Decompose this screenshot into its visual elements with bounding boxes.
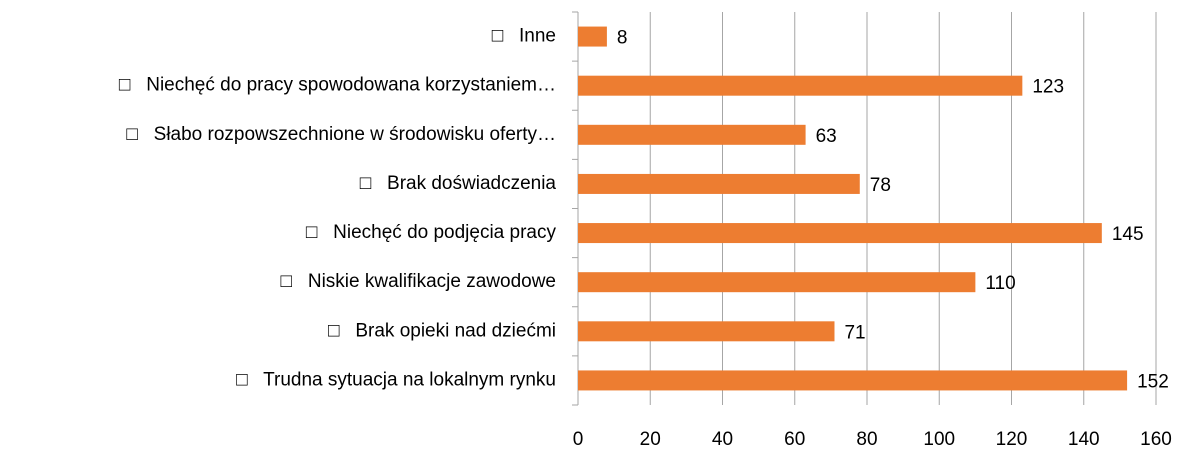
y-tick-label: □ Trudna sytuacja na lokalnym rynku [236,369,556,390]
bar [578,272,976,293]
bar [578,26,607,47]
y-tick-label: □ Słabo rozpowszechnione w środowisku of… [126,124,556,145]
bar [578,321,835,342]
x-tick-label: 120 [996,429,1028,450]
x-tick-label: 100 [923,429,955,450]
data-label: 63 [816,126,837,147]
bar [578,370,1128,391]
bar [578,124,806,145]
x-tick-label: 40 [712,429,733,450]
bar [578,75,1023,96]
data-label: 71 [844,322,865,343]
data-label: 145 [1112,224,1144,245]
x-tick-label: 0 [573,429,584,450]
data-label: 78 [870,175,891,196]
x-tick-label: 140 [1068,429,1100,450]
x-tick-label: 20 [640,429,661,450]
x-tick-label: 60 [784,429,805,450]
x-tick-label: 160 [1140,429,1172,450]
y-tick-label: □ Inne [492,26,556,47]
data-label: 123 [1032,77,1064,98]
y-tick-label: □ Niechęć do podjęcia pracy [306,222,557,243]
y-tick-label: □ Niskie kwalifikacje zawodowe [281,271,556,292]
bar [578,173,860,194]
x-tick-label: 80 [856,429,877,450]
y-tick-label: □ Brak opieki nad dziećmi [328,320,556,341]
y-tick-label: □ Brak doświadczenia [360,173,557,194]
data-label: 152 [1137,371,1169,392]
data-label: 8 [617,28,628,49]
data-label: 110 [985,273,1015,294]
bar [578,223,1102,244]
y-tick-label: □ Niechęć do pracy spowodowana korzystan… [119,75,556,96]
